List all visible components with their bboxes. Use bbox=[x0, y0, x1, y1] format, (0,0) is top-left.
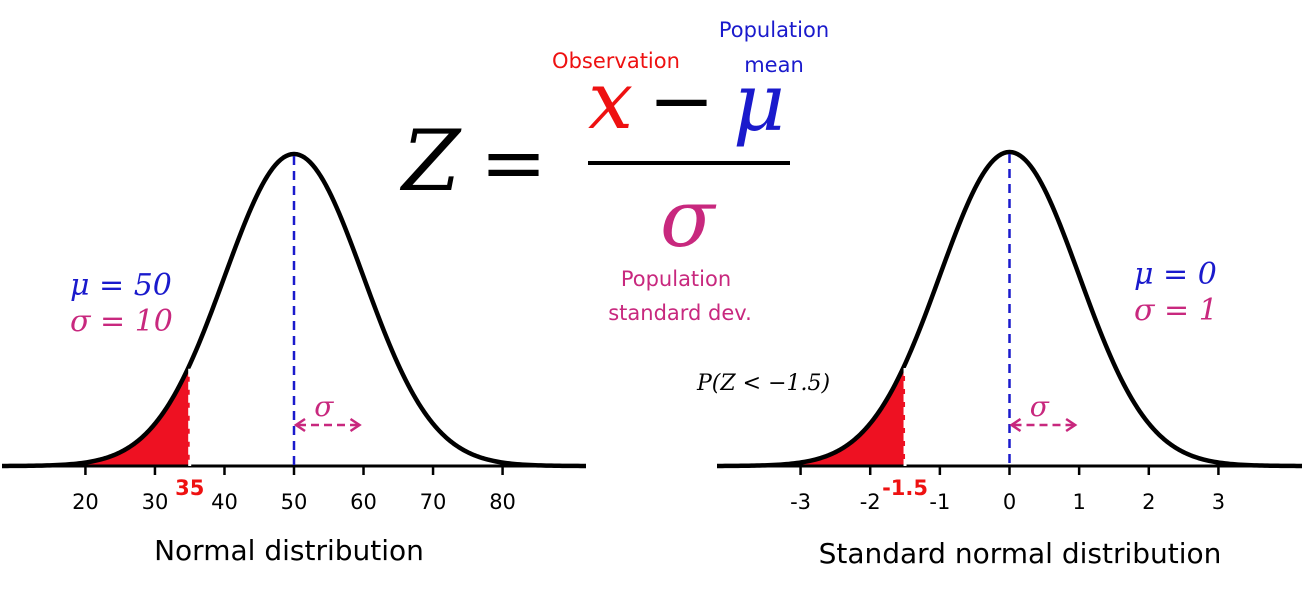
left-sigma-arrow-left-head bbox=[293, 417, 306, 433]
right-probability-label: P(Z < −1.5) bbox=[696, 371, 830, 396]
right-tick-label-1: -2 bbox=[860, 490, 881, 514]
left-tick-labels: 20 30 40 50 60 70 80 bbox=[72, 490, 516, 514]
left-title: Normal distribution bbox=[154, 534, 424, 567]
mean-label-line2: mean bbox=[744, 53, 804, 77]
right-shaded-area bbox=[717, 364, 906, 466]
sd-label-line1: Population bbox=[621, 267, 731, 291]
z-score-formula: Z = x − μ σ Observation Population mean … bbox=[399, 18, 829, 325]
right-mu-text: μ = 0 bbox=[1134, 257, 1217, 292]
right-tick-label-5: 2 bbox=[1142, 490, 1155, 514]
left-cutoff-label: 35 bbox=[175, 476, 204, 500]
right-sigma-arrow-right-head bbox=[1065, 417, 1078, 433]
right-sigma-text: σ = 1 bbox=[1134, 293, 1218, 328]
left-tick-label-4: 60 bbox=[350, 490, 377, 514]
right-curve bbox=[717, 149, 1302, 469]
observation-label: Observation bbox=[552, 49, 680, 73]
right-tick-labels: -3 -2 -1 0 1 2 3 bbox=[790, 490, 1225, 514]
formula-equals: = bbox=[480, 116, 547, 209]
left-ticks bbox=[84, 466, 504, 475]
sd-label-line2: standard dev. bbox=[608, 301, 752, 325]
right-tick-label-3: 0 bbox=[1003, 490, 1016, 514]
formula-observation-symbol: x bbox=[588, 54, 633, 147]
left-curve bbox=[2, 151, 586, 469]
left-sigma-arrow-right-head bbox=[349, 417, 362, 433]
left-tick-label-6: 80 bbox=[489, 490, 516, 514]
right-cutoff-label: -1.5 bbox=[882, 476, 928, 500]
right-tick-label-2: -1 bbox=[929, 490, 950, 514]
left-sigma-text: σ = 10 bbox=[70, 304, 173, 339]
left-tick-label-0: 20 bbox=[72, 490, 99, 514]
left-mu-text: μ = 50 bbox=[70, 268, 172, 303]
right-tick-label-4: 1 bbox=[1072, 490, 1085, 514]
right-sigma-arrow-label: σ bbox=[1030, 390, 1050, 423]
formula-minus: − bbox=[648, 54, 715, 147]
left-panel: 20 30 40 50 60 70 80 35 σ μ = 50 σ = 10 Normal… bbox=[2, 151, 586, 567]
right-sigma-arrow-left-head bbox=[1009, 417, 1022, 433]
left-tick-label-3: 50 bbox=[281, 490, 308, 514]
left-tick-label-2: 40 bbox=[211, 490, 238, 514]
formula-sd-symbol: σ bbox=[660, 172, 717, 265]
left-sigma-arrow: σ bbox=[293, 390, 362, 433]
right-ticks bbox=[799, 466, 1220, 475]
left-tick-label-5: 70 bbox=[420, 490, 447, 514]
mean-label-line1: Population bbox=[719, 18, 829, 42]
formula-mean-symbol: μ bbox=[733, 56, 785, 149]
left-sigma-arrow-label: σ bbox=[314, 390, 334, 423]
right-title: Standard normal distribution bbox=[819, 537, 1222, 570]
right-tick-label-0: -3 bbox=[790, 490, 811, 514]
left-shaded-area bbox=[2, 364, 190, 466]
formula-z: Z bbox=[399, 112, 462, 210]
right-panel: -3 -2 -1 0 1 2 3 -1.5 σ P(Z < −1.5) μ = 0 σ = … bbox=[696, 149, 1302, 570]
right-sigma-arrow: σ bbox=[1009, 390, 1078, 433]
right-tick-label-6: 3 bbox=[1212, 490, 1225, 514]
left-tick-label-1: 30 bbox=[142, 490, 169, 514]
